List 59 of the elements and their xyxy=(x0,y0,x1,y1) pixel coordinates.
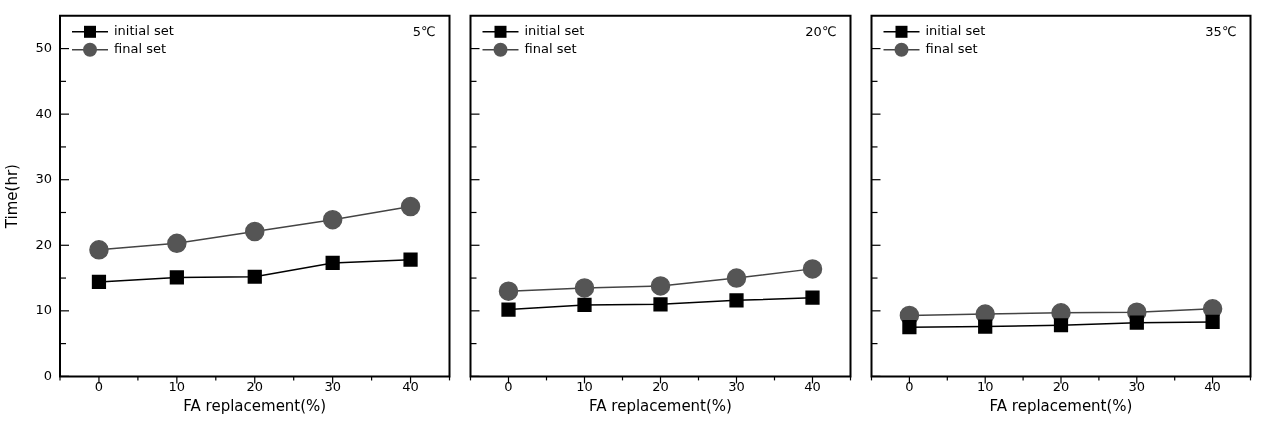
y-tick-label: 10 xyxy=(35,302,52,318)
x-tick-label: 0 xyxy=(504,378,513,394)
legend-label: final set xyxy=(524,41,577,57)
point xyxy=(805,290,820,305)
x-tick-label: 0 xyxy=(905,378,914,394)
point xyxy=(498,281,519,301)
x-axis-title: FA replacement(%) xyxy=(589,396,732,415)
x-tick-label: 30 xyxy=(1128,378,1146,394)
y-tick-label: 50 xyxy=(35,39,52,55)
point xyxy=(902,320,917,335)
point xyxy=(167,233,187,254)
legend-label: initial set xyxy=(925,23,986,39)
point xyxy=(577,297,592,313)
x-axis-title: FA replacement(%) xyxy=(989,396,1133,415)
point xyxy=(1129,315,1144,330)
y-tick-label: 20 xyxy=(35,236,52,252)
point xyxy=(978,319,993,334)
annotation: 5℃ xyxy=(412,23,436,39)
legend-label: final set xyxy=(114,41,167,57)
y-tick-label: 40 xyxy=(35,105,52,121)
y-axis-title: Time(hr) xyxy=(2,164,21,230)
point xyxy=(89,240,109,260)
point xyxy=(1205,314,1220,330)
point xyxy=(501,302,516,317)
point xyxy=(169,270,184,285)
x-tick-label: 40 xyxy=(1204,378,1221,394)
point xyxy=(403,252,418,267)
x-tick-label: 40 xyxy=(402,378,419,394)
legend-label: initial set xyxy=(524,23,585,39)
point xyxy=(91,274,107,290)
x-axis-title: FA replacement(%) xyxy=(183,396,327,415)
annotation: 35℃ xyxy=(1205,23,1237,39)
point xyxy=(574,278,595,298)
legend-label: final set xyxy=(925,41,978,57)
point xyxy=(729,293,744,308)
legend-label: initial set xyxy=(114,23,174,39)
x-tick-label: 10 xyxy=(976,378,994,394)
point xyxy=(650,276,671,296)
x-tick-label: 20 xyxy=(652,378,669,394)
x-tick-label: 10 xyxy=(168,378,186,394)
x-tick-label: 0 xyxy=(94,378,104,394)
point xyxy=(653,297,668,312)
x-tick-label: 20 xyxy=(1052,378,1070,394)
y-tick-label: 0 xyxy=(43,367,52,383)
annotation: 20℃ xyxy=(805,23,837,39)
point xyxy=(245,221,265,242)
x-tick-label: 20 xyxy=(246,378,264,394)
point xyxy=(400,196,421,217)
point xyxy=(1053,318,1069,333)
x-tick-label: 30 xyxy=(728,378,745,394)
x-tick-label: 40 xyxy=(804,378,821,394)
point xyxy=(726,268,747,288)
x-tick-label: 30 xyxy=(324,378,341,394)
x-tick-label: 10 xyxy=(576,378,593,394)
point xyxy=(322,209,343,230)
y-tick-label: 30 xyxy=(35,171,52,187)
point xyxy=(802,259,823,279)
point xyxy=(325,255,340,271)
point xyxy=(247,269,262,284)
